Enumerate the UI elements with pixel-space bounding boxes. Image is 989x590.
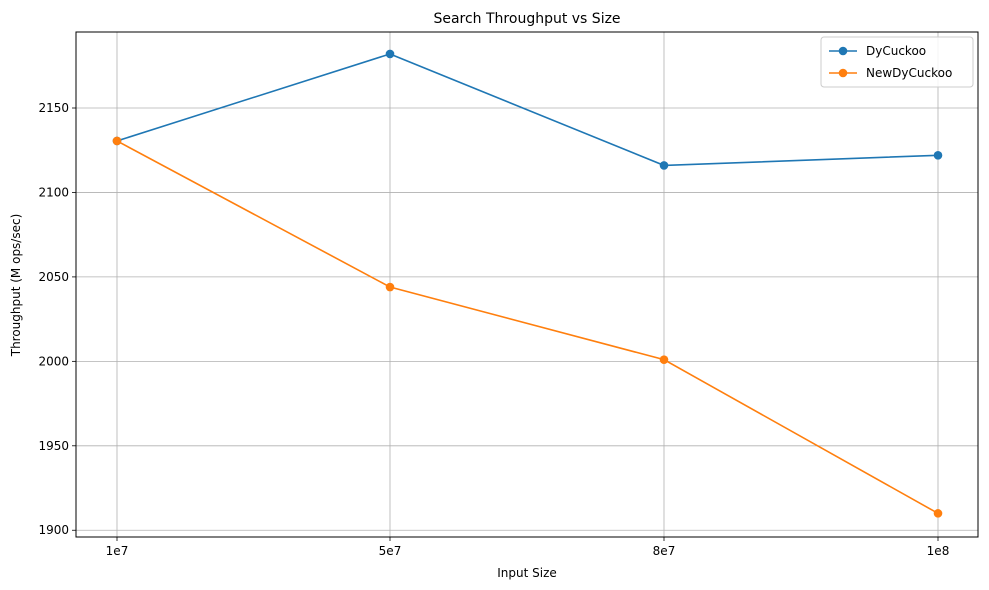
legend-swatch-marker-dycuckoo xyxy=(838,46,848,56)
y-tick-label: 2050 xyxy=(38,270,69,284)
legend-label-newdycuckoo: NewDyCuckoo xyxy=(866,66,952,80)
x-tick-label: 5e7 xyxy=(379,544,402,558)
data-point-dycuckoo xyxy=(659,161,669,170)
x-tick-label: 8e7 xyxy=(653,544,676,558)
legend-box xyxy=(820,36,974,88)
x-tick-label: 1e7 xyxy=(106,544,129,558)
data-point-newdycuckoo xyxy=(385,282,395,292)
y-tick-label: 1900 xyxy=(38,523,69,537)
series-layer xyxy=(112,49,943,518)
series-line-dycuckoo xyxy=(116,53,939,167)
x-axis-label: Input Size xyxy=(497,566,557,580)
legend-label-dycuckoo: DyCuckoo xyxy=(866,44,926,58)
data-point-newdycuckoo xyxy=(112,136,122,146)
x-tick-label: 1e8 xyxy=(927,544,950,558)
y-axis-label: Throughput (M ops/sec) xyxy=(9,214,23,358)
chart-title: Search Throughput vs Size xyxy=(433,11,620,27)
y-tick-label: 2000 xyxy=(38,354,69,368)
data-point-dycuckoo xyxy=(385,49,395,59)
y-tick-label: 2100 xyxy=(38,185,69,199)
y-tick-label: 1950 xyxy=(38,439,69,453)
data-point-dycuckoo xyxy=(933,150,943,160)
data-point-newdycuckoo xyxy=(659,355,669,364)
data-point-newdycuckoo xyxy=(933,509,943,518)
series-line-newdycuckoo xyxy=(116,140,939,515)
plot-area-frame xyxy=(75,31,979,538)
legend: DyCuckoo NewDyCuckoo xyxy=(820,36,974,88)
legend-swatch-marker-newdycuckoo xyxy=(838,68,848,78)
y-tick-label: 2150 xyxy=(38,101,69,115)
grid xyxy=(76,32,978,537)
axis-ticks: 1e7 5e7 8e7 1e8 1900 1950 2000 2050 2100 2150 xyxy=(38,101,949,558)
